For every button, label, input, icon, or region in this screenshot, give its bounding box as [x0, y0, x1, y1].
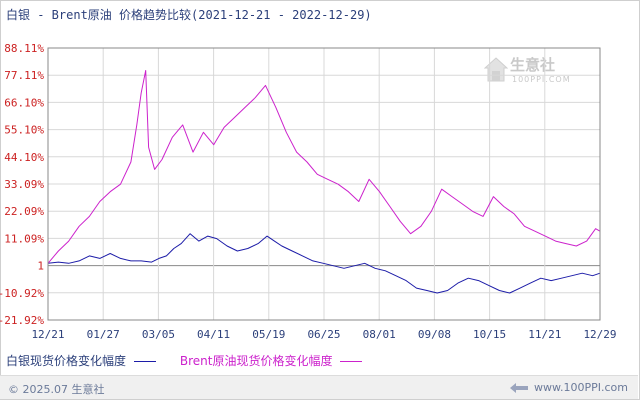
- chart-title: 白银 - Brent原油 价格趋势比较(2021-12-21 - 2022-12…: [6, 8, 372, 22]
- x-tick-label: 11/21: [528, 328, 561, 341]
- series-line-silver: [47, 233, 601, 294]
- footer-site-link[interactable]: www.100PPI.com: [510, 381, 628, 394]
- legend-label-brent: Brent原油现货价格变化幅度: [179, 354, 333, 368]
- y-tick-label: -10.92%: [0, 287, 44, 300]
- x-tick-label: 08/01: [363, 328, 396, 341]
- arrow-logo-icon: [510, 383, 529, 393]
- y-tick-label: 1: [37, 260, 44, 273]
- y-tick-label: 88.11%: [4, 42, 44, 55]
- x-tick-label: 03/05: [142, 328, 175, 341]
- y-tick-label: 66.10%: [4, 96, 44, 109]
- legend: 白银现货价格变化幅度 Brent原油现货价格变化幅度: [6, 352, 382, 369]
- y-tick-label: 44.10%: [4, 151, 44, 164]
- grid: [47, 47, 601, 321]
- x-tick-label: 10/15: [473, 328, 506, 341]
- x-tick-label: 05/19: [252, 328, 285, 341]
- y-tick-label: 33.09%: [4, 178, 44, 191]
- series-line-brent: [47, 70, 601, 264]
- x-tick-label: 06/25: [307, 328, 340, 341]
- series-lines: [47, 70, 601, 294]
- legend-item-brent: Brent原油现货价格变化幅度: [180, 354, 363, 368]
- watermark-url: 100PPI.COM: [512, 75, 571, 84]
- legend-label-silver: 白银现货价格变化幅度: [6, 354, 127, 368]
- plot-area-border: [47, 47, 601, 321]
- legend-swatch-silver: [134, 361, 157, 362]
- x-tick-label: 09/08: [418, 328, 451, 341]
- footer-copyright: © 2025.07 生意社: [8, 383, 105, 396]
- x-tick-label: 12/29: [583, 328, 616, 341]
- footer: © 2025.07 生意社 www.100PPI.com: [0, 375, 638, 399]
- legend-swatch-brent: [340, 361, 363, 362]
- y-tick-label: 11.09%: [4, 232, 44, 245]
- y-tick-label: 77.11%: [4, 69, 44, 82]
- y-axis-ticks: 88.11% 77.11% 66.10% 55.10% 44.10% 33.09% 22.0…: [0, 42, 44, 327]
- x-axis-ticks: 12/21 01/27 03/05 04/11 05/19 06/25 08/01 09/08…: [31, 328, 616, 341]
- footer-site-url: www.100PPI.com: [534, 381, 628, 394]
- y-tick-label: -21.92%: [0, 314, 44, 327]
- x-tick-label: 01/27: [87, 328, 120, 341]
- legend-item-silver: 白银现货价格变化幅度: [6, 354, 160, 368]
- watermark-name: 生意社: [510, 56, 556, 74]
- y-tick-label: 55.10%: [4, 124, 44, 137]
- x-tick-label: 04/11: [197, 328, 230, 341]
- x-tick-label: 12/21: [31, 328, 64, 341]
- y-tick-label: 22.09%: [4, 205, 44, 218]
